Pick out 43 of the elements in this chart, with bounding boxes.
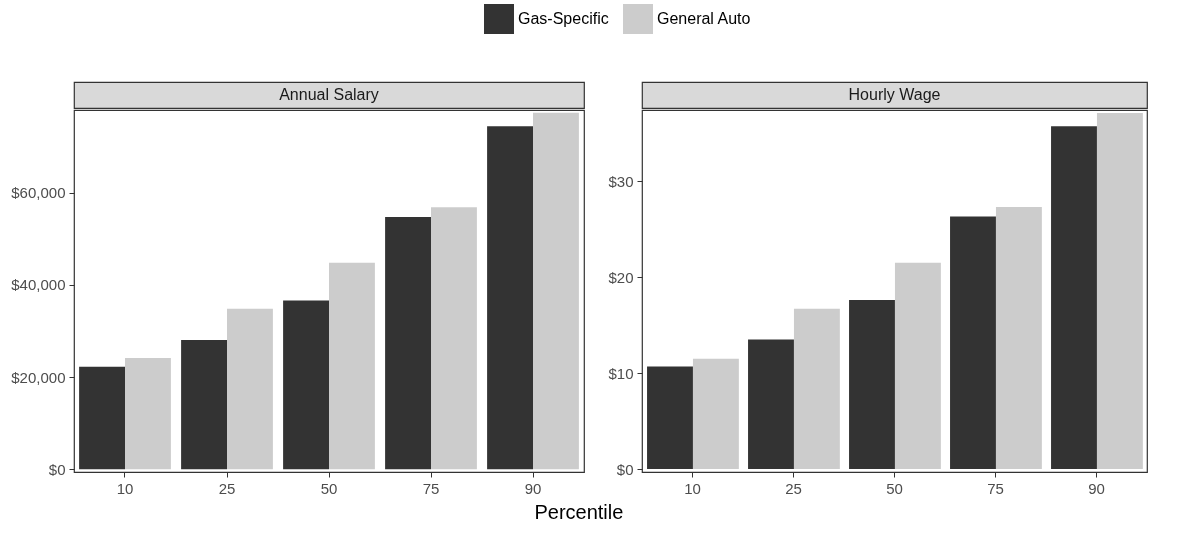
bar [995,206,1042,470]
x-tick-label: 90 [1088,479,1105,497]
y-tick-label: $30 [608,172,634,190]
x-tick-label: 90 [524,479,542,497]
y-tick-label: $10 [608,364,634,382]
chart-title: Hourly Wage [848,86,941,103]
bar [125,358,171,470]
x-tick-label: 50 [886,479,903,497]
bar [79,366,125,470]
y-tick-label: $20,000 [11,368,66,386]
bar [1096,112,1143,470]
x-tick-label: 10 [116,479,134,497]
legend-label: General Auto [657,10,751,27]
y-tick-label: $40,000 [11,276,66,294]
legend-label: Gas-Specific [518,10,609,27]
y-tick-label: $0 [48,460,66,478]
bar [748,339,794,470]
y-tick-label: $20 [608,268,634,286]
bar [283,300,329,470]
x-tick-label: 10 [684,479,701,497]
bar [849,300,895,470]
bar [647,366,693,470]
bar [894,262,941,470]
bar [431,207,477,470]
x-axis-title: Percentile [534,500,624,523]
bar [487,126,533,470]
bar [227,308,273,470]
chart-title: Annual Salary [279,86,379,103]
x-tick-label: 25 [785,479,802,497]
y-tick-label: $0 [616,460,634,478]
bar [181,340,227,470]
x-tick-label: 25 [218,479,236,497]
bar [1051,126,1097,470]
bar [692,358,739,470]
bar [950,216,996,470]
bar [793,308,840,470]
y-tick-label: $60,000 [11,184,66,202]
x-tick-label: 75 [422,479,440,497]
bar [329,262,375,470]
bar [533,112,579,470]
x-tick-label: 50 [320,479,338,497]
x-tick-label: 75 [987,479,1004,497]
bar [385,216,431,470]
